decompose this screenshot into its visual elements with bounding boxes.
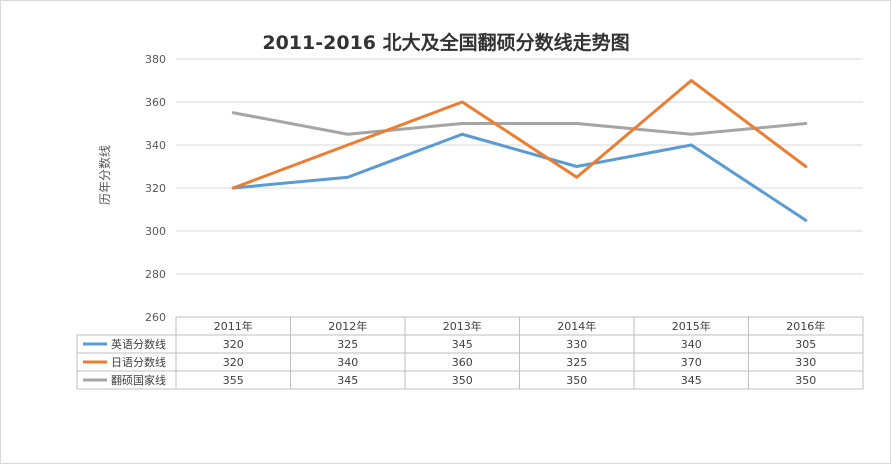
legend-label: 英语分数线 [111,337,166,351]
y-axis-label: 历年分数线 [97,145,112,205]
y-tick-260: 260 [145,311,166,324]
series-line [231,111,808,136]
y-tick-300: 300 [145,225,166,238]
data-label: 345 [681,374,702,387]
data-label: 345 [337,374,358,387]
series-line [231,79,808,190]
legend-label: 翻硕国家线 [111,373,166,387]
data-label: 360 [452,356,473,369]
y-tick-280: 280 [145,268,166,281]
x-tick-label: 2011年 [214,319,253,333]
data-label: 325 [337,338,358,351]
series-line [231,132,808,222]
x-tick-label: 2016年 [786,319,825,333]
legend-label: 日语分数线 [111,355,166,369]
data-label: 350 [452,374,473,387]
x-tick-label: 2014年 [557,319,596,333]
data-label: 345 [452,338,473,351]
data-label: 330 [795,356,816,369]
y-axis-ticks: 260 280 300 320 340 360 380 [145,53,166,324]
series-lines [231,79,808,222]
data-label: 305 [795,338,816,351]
x-tick-label: 2013年 [443,319,482,333]
data-label: 370 [681,356,702,369]
y-tick-320: 320 [145,182,166,195]
gridlines [176,58,863,318]
x-tick-label: 2012年 [328,319,367,333]
data-label: 330 [566,338,587,351]
y-tick-380: 380 [145,53,166,66]
x-tick-label: 2015年 [672,319,711,333]
data-label: 355 [223,374,244,387]
data-label: 340 [337,356,358,369]
y-tick-340: 340 [145,139,166,152]
y-tick-360: 360 [145,96,166,109]
data-label: 350 [566,374,587,387]
data-label: 340 [681,338,702,351]
data-label: 320 [223,356,244,369]
data-label: 325 [566,356,587,369]
chart-title: 2011-2016 北大及全国翻硕分数线走势图 [262,31,629,54]
data-label: 320 [223,338,244,351]
data-label: 350 [795,374,816,387]
